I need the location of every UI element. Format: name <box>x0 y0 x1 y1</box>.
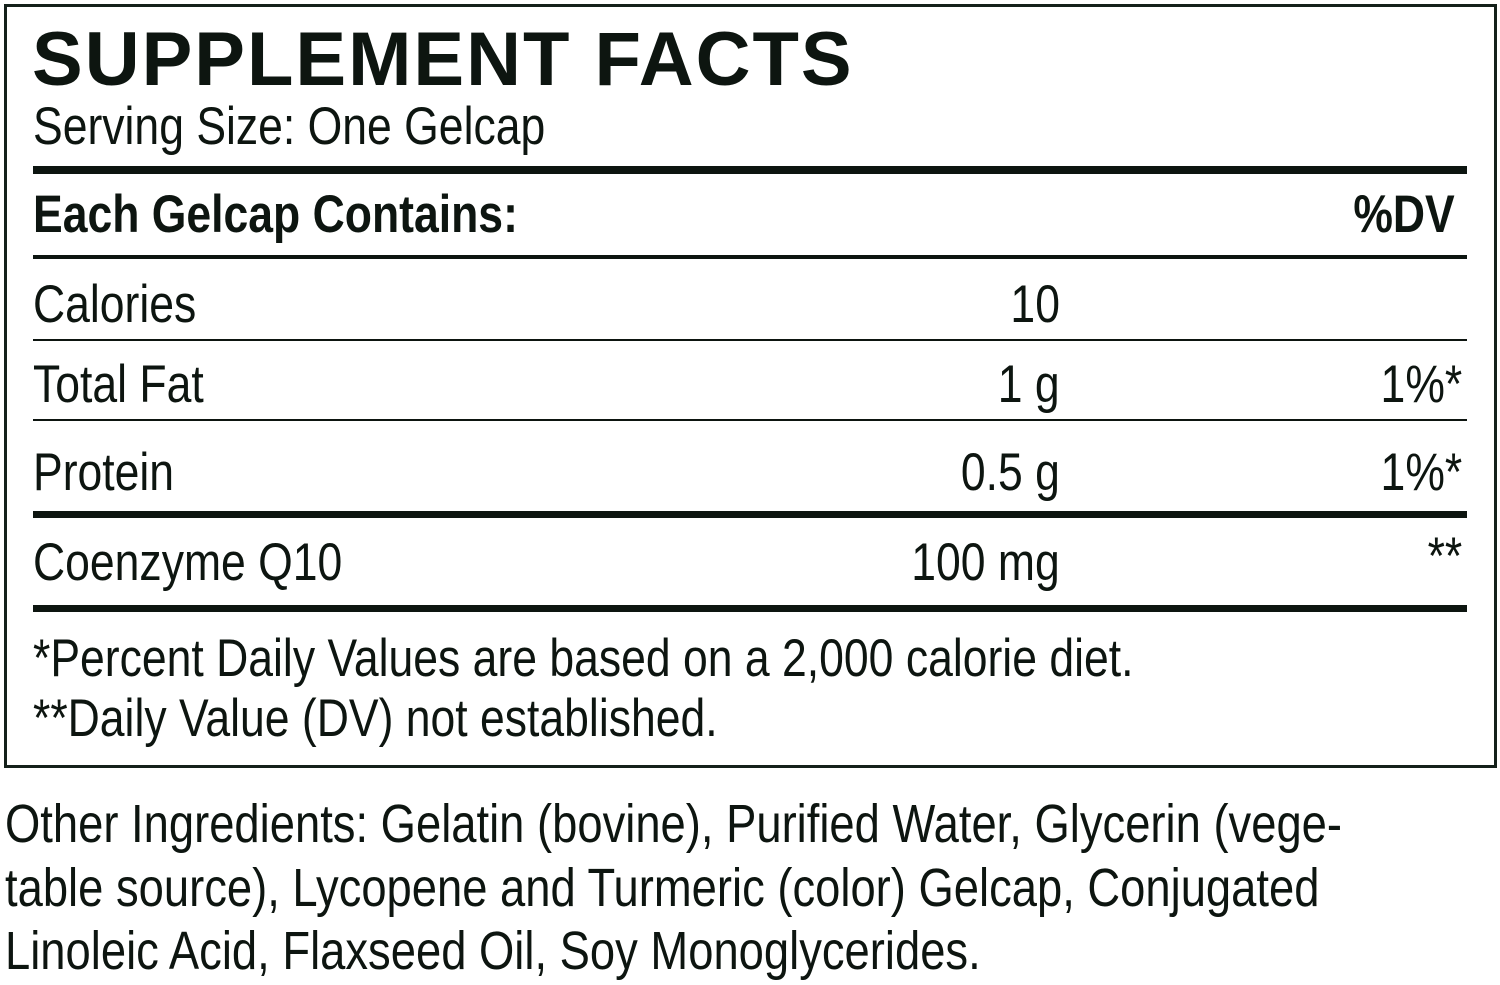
serving-size: Serving Size: One Gelcap <box>33 97 546 156</box>
divider <box>33 255 1467 259</box>
dv-header: %DV <box>1353 185 1455 244</box>
row-amount-calories: 10 <box>1010 275 1060 334</box>
thick-divider <box>33 511 1467 518</box>
row-name-coenzyme-q10: Coenzyme Q10 <box>33 533 343 592</box>
row-amount-protein: 0.5 g <box>960 443 1060 502</box>
supplement-facts-panel <box>4 4 1497 768</box>
divider <box>33 419 1467 421</box>
row-dv-protein: 1%* <box>1380 443 1462 502</box>
other-ingredients-line: Other Ingredients: Gelatin (bovine), Pur… <box>5 794 1343 854</box>
row-dv-coenzyme-q10: ** <box>1427 527 1462 586</box>
thick-divider <box>33 605 1467 612</box>
footnote-dv-not-established: **Daily Value (DV) not established. <box>33 689 718 748</box>
thick-divider <box>33 166 1467 174</box>
other-ingredients-line: Linoleic Acid, Flaxseed Oil, Soy Monogly… <box>5 921 981 981</box>
footnote-percent-dv: *Percent Daily Values are based on a 2,0… <box>33 629 1134 688</box>
row-name-total-fat: Total Fat <box>33 355 204 414</box>
divider <box>33 339 1467 341</box>
row-name-calories: Calories <box>33 275 197 334</box>
other-ingredients-line: table source), Lycopene and Turmeric (co… <box>5 858 1320 918</box>
row-dv-total-fat: 1%* <box>1380 355 1462 414</box>
row-amount-total-fat: 1 g <box>998 355 1060 414</box>
row-amount-coenzyme-q10: 100 mg <box>911 533 1060 592</box>
row-name-protein: Protein <box>33 443 175 502</box>
panel-title: SUPPLEMENT FACTS <box>32 17 854 102</box>
contains-header: Each Gelcap Contains: <box>33 185 518 244</box>
